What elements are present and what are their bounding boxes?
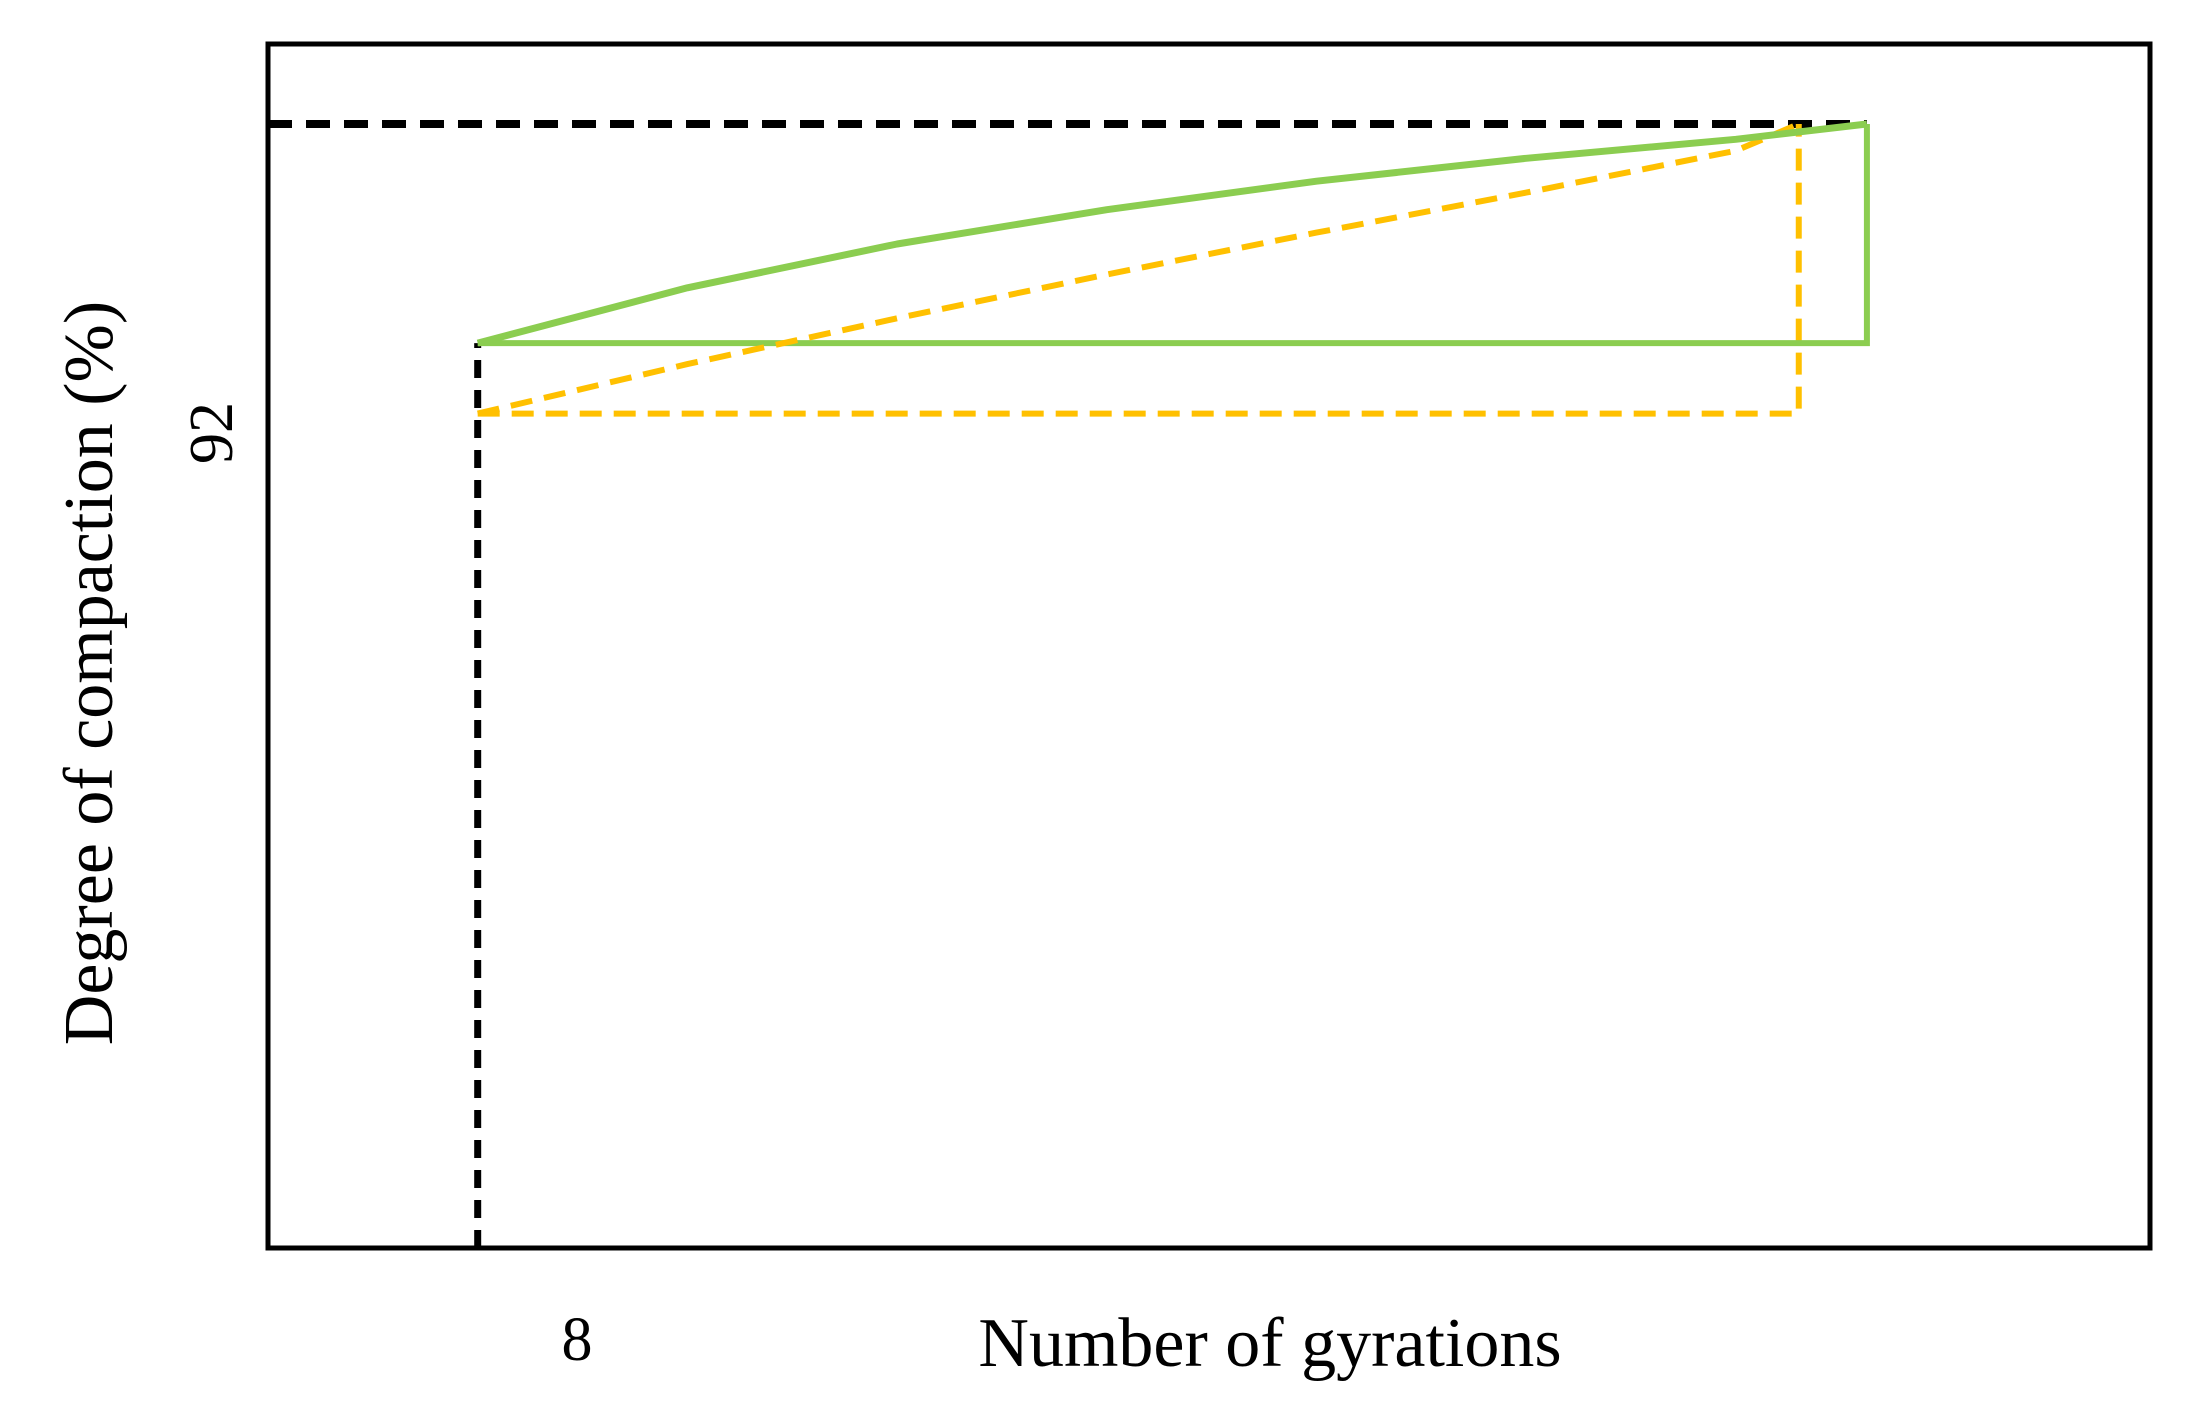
y-axis-label: Degree of compaction (%)	[51, 301, 128, 1045]
x-tick-label: 8	[562, 1306, 593, 1374]
y-tick-label: 92	[178, 402, 246, 464]
green-bracket	[477, 124, 1870, 347]
green-curve	[476, 120, 1868, 347]
orange-dashed-curve	[477, 121, 1800, 417]
plot-area-frame	[265, 41, 2153, 1251]
reference-lines	[268, 120, 1867, 1248]
orange-dashed-bracket	[477, 124, 1802, 417]
series-group	[476, 120, 1870, 417]
x-axis-label: Number of gyrations	[978, 1305, 1561, 1382]
